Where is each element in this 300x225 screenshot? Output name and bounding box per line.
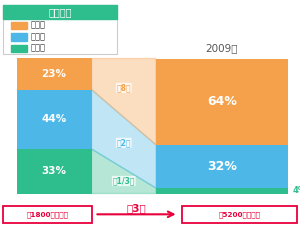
Bar — [3, 206, 92, 223]
Text: 鉄　道: 鉄 道 — [31, 44, 46, 53]
Bar — [11, 22, 27, 29]
Text: 約5200億トン㎞: 約5200億トン㎞ — [218, 211, 260, 218]
Text: 自動車: 自動車 — [31, 20, 46, 29]
Text: 貨物輸送: 貨物輸送 — [48, 7, 72, 17]
Bar — [16, 149, 92, 194]
Text: 約8倍: 約8倍 — [116, 83, 131, 92]
Text: 1963年: 1963年 — [39, 43, 69, 53]
Text: 約3倍: 約3倍 — [127, 203, 146, 213]
Bar — [11, 33, 27, 41]
Text: 船　舶: 船 舶 — [31, 32, 46, 41]
Polygon shape — [92, 58, 156, 145]
Bar — [16, 58, 92, 90]
Text: 32%: 32% — [207, 160, 237, 173]
Text: 44%: 44% — [41, 114, 67, 124]
Text: 約2倍: 約2倍 — [116, 138, 131, 147]
Text: 23%: 23% — [41, 69, 67, 79]
Bar — [156, 188, 288, 194]
Bar — [156, 145, 288, 188]
Bar — [3, 4, 117, 19]
Bar — [16, 90, 92, 149]
Text: 約1/3倍: 約1/3倍 — [112, 176, 135, 185]
Bar — [156, 58, 288, 145]
Polygon shape — [92, 90, 156, 188]
Text: 2009年: 2009年 — [206, 43, 238, 53]
Bar — [182, 206, 297, 223]
Text: 4%: 4% — [292, 186, 300, 195]
Bar — [3, 4, 117, 54]
Text: 64%: 64% — [207, 95, 237, 108]
Text: 33%: 33% — [41, 166, 67, 176]
Bar — [11, 45, 27, 52]
Polygon shape — [92, 149, 156, 194]
Text: 約1800億トン㎞: 約1800億トン㎞ — [26, 211, 68, 218]
